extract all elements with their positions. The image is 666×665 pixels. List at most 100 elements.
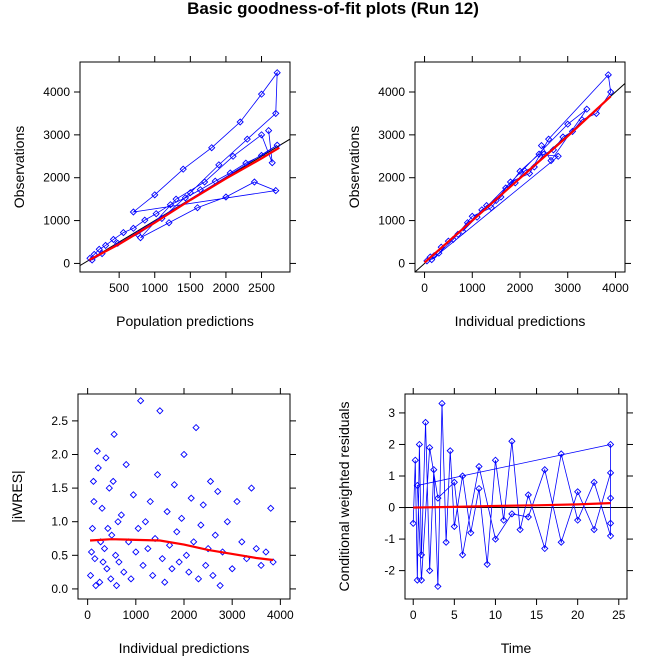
y-tick-label: 0 [388, 501, 395, 515]
data-point [544, 135, 553, 143]
y-tick-label: 1000 [378, 214, 405, 228]
data-point [185, 568, 193, 576]
data-point [475, 462, 483, 471]
data-point [158, 555, 166, 563]
data-point [229, 152, 237, 160]
data-point [492, 196, 500, 205]
data-point [554, 152, 562, 160]
data-point [88, 524, 97, 533]
data-point [228, 565, 236, 573]
data-point [149, 571, 157, 580]
x-tick-label: 15 [530, 608, 544, 622]
x-tick-label: 2000 [171, 608, 198, 622]
data-point [252, 544, 260, 553]
data-point [114, 518, 122, 526]
x-tick-label: 25 [612, 608, 626, 622]
data-point [434, 582, 442, 591]
data-point [208, 144, 216, 152]
x-tick-label: 1500 [177, 281, 204, 295]
data-point [172, 195, 180, 203]
data-point [446, 447, 454, 455]
x-tick-label: 0 [410, 608, 417, 622]
data-point [189, 538, 198, 546]
data-point [557, 538, 565, 546]
data-point [223, 518, 232, 526]
data-point [590, 478, 598, 486]
data-point [161, 578, 169, 586]
data-point [211, 531, 219, 539]
y-tick-label: 2000 [43, 171, 70, 185]
data-point [475, 484, 483, 493]
data-point [257, 561, 265, 570]
data-point [173, 528, 181, 536]
data-point [134, 524, 142, 533]
data-point [200, 178, 209, 186]
data-point [417, 576, 426, 584]
data-point [187, 494, 195, 502]
data-point [122, 460, 130, 469]
smooth-line [88, 146, 280, 261]
data-point [508, 510, 516, 518]
y-tick-label: 3000 [378, 128, 405, 142]
data-point [180, 450, 188, 459]
data-point [243, 135, 251, 143]
panel-iwres-vs-ipred: 0 1000 2000 3000 4000 0.0 0.5 1.0 1.5 2.0 2.5 Indiv… [9, 388, 296, 656]
data-point [413, 481, 421, 490]
y-tick-label: 0.0 [51, 582, 68, 596]
x-tick-label: 1000 [122, 608, 149, 622]
x-tick-label: 3000 [554, 281, 581, 295]
data-point [516, 167, 524, 175]
data-point [426, 566, 434, 575]
data-point [250, 178, 259, 186]
data-point [483, 560, 491, 568]
data-point [222, 193, 230, 201]
data-point [129, 208, 138, 216]
data-point [152, 210, 160, 218]
data-point [91, 555, 99, 563]
data-point [500, 516, 508, 524]
data-point [103, 565, 111, 573]
y-axis-label: Observations [11, 126, 27, 208]
data-point [107, 575, 115, 583]
data-point [132, 548, 140, 556]
data-point [506, 178, 515, 186]
data-point [166, 201, 175, 209]
data-point [257, 90, 266, 98]
data-point [120, 568, 128, 576]
x-tick-label: 20 [571, 608, 585, 622]
plot-frame [404, 393, 628, 600]
data-point [151, 534, 159, 543]
data-point [146, 497, 154, 506]
data-point [430, 466, 438, 474]
y-tick-label: -1 [384, 532, 395, 546]
data-point [194, 575, 203, 583]
individual-profile-lines [89, 71, 278, 261]
smooth-line [89, 538, 274, 562]
x-axis-label: Individual predictions [119, 640, 250, 656]
data-point [105, 484, 113, 492]
data-point [156, 407, 164, 415]
data-point [87, 548, 96, 556]
panel-population-vs-observations: 500 1000 1500 2000 2500 0 1000 2000 3000 4000 Popu… [11, 56, 296, 329]
data-point [267, 504, 275, 512]
y-axis-label: |iWRES| [9, 470, 25, 522]
data-point [170, 481, 179, 489]
data-point [151, 191, 159, 199]
data-point [141, 216, 149, 224]
data-point [181, 194, 189, 202]
data-point [144, 544, 152, 553]
data-point [537, 141, 546, 150]
data-point [98, 504, 106, 512]
data-point [574, 488, 582, 496]
data-point [458, 551, 467, 559]
data-point [94, 464, 102, 472]
data-point [269, 558, 277, 566]
y-tick-label: 1000 [43, 214, 70, 228]
y-tick-label: 1 [388, 469, 395, 483]
y-axis-label: Conditional weighted residuals [336, 402, 352, 592]
y-tick-label: -2 [384, 564, 395, 578]
data-point [163, 507, 171, 516]
data-point [236, 118, 244, 126]
identity-line [80, 138, 290, 267]
data-point [508, 437, 516, 445]
